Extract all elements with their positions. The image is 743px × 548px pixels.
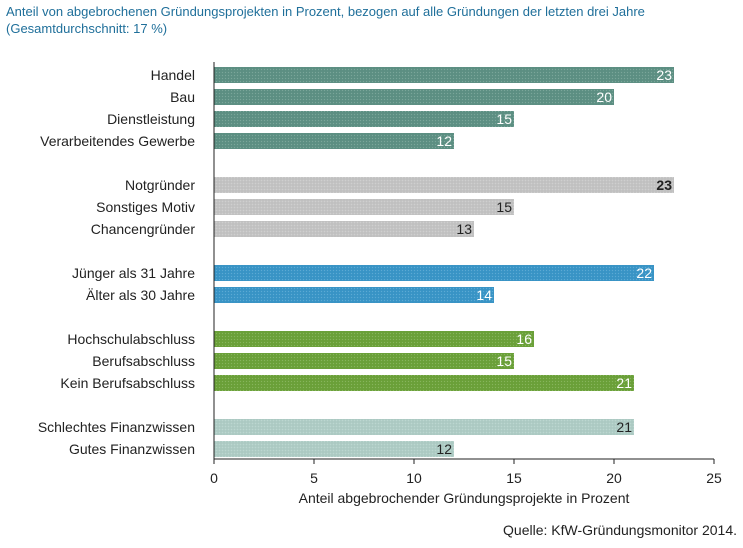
category-label: Chancengründer <box>91 221 196 237</box>
x-tick-label: 25 <box>706 470 722 486</box>
value-label: 12 <box>436 133 452 149</box>
category-label: Jünger als 31 Jahre <box>72 265 195 281</box>
value-label: 20 <box>596 89 612 105</box>
category-label: Älter als 30 Jahre <box>86 287 195 303</box>
value-label: 23 <box>656 67 672 83</box>
value-label: 15 <box>496 353 512 369</box>
value-label: 23 <box>656 177 672 193</box>
bar-texture <box>214 67 674 83</box>
value-label: 16 <box>516 331 532 347</box>
value-label: 15 <box>496 199 512 215</box>
category-label: Notgründer <box>125 177 195 193</box>
x-tick-label: 5 <box>310 470 318 486</box>
bar-texture <box>214 221 474 237</box>
category-label: Sonstiges Motiv <box>96 199 195 215</box>
bar-texture <box>214 89 614 105</box>
bar-texture <box>214 177 674 193</box>
bars-layer: Handel 23 Bau 20 Dienstleistung 15 Verarbeiten… <box>38 67 674 457</box>
category-label: Dienstleistung <box>107 111 195 127</box>
value-label: 22 <box>636 265 652 281</box>
category-label: Kein Berufsabschluss <box>60 375 195 391</box>
bar-texture <box>214 199 514 215</box>
bar-texture <box>214 375 634 391</box>
bar-texture <box>214 419 634 435</box>
bar-texture <box>214 265 654 281</box>
value-label: 12 <box>436 441 452 457</box>
category-label: Handel <box>151 67 195 83</box>
category-label: Berufsabschluss <box>92 353 195 369</box>
x-tick-label: 20 <box>606 470 622 486</box>
value-label: 14 <box>476 287 492 303</box>
value-label: 15 <box>496 111 512 127</box>
value-label: 21 <box>616 419 632 435</box>
category-label: Schlechtes Finanzwissen <box>38 419 195 435</box>
bar-texture <box>214 133 454 149</box>
value-label: 21 <box>616 375 632 391</box>
category-label: Hochschulabschluss <box>67 331 195 347</box>
bar-texture <box>214 331 534 347</box>
value-label: 13 <box>456 221 472 237</box>
source-note: Quelle: KfW-Gründungsmonitor 2014. <box>503 522 737 538</box>
category-label: Bau <box>170 89 195 105</box>
category-label: Verarbeitendes Gewerbe <box>40 133 195 149</box>
x-tick-label: 15 <box>506 470 522 486</box>
x-axis-label: Anteil abgebrochender Gründungsprojekte … <box>299 490 630 506</box>
chart-title: Anteil von abgebrochenen Gründungsprojek… <box>6 4 645 36</box>
x-tick-label: 0 <box>210 470 218 486</box>
bar-texture <box>214 287 494 303</box>
bar-texture <box>214 441 454 457</box>
x-tick-label: 10 <box>406 470 422 486</box>
x-axis: 0 5 10 15 20 25 <box>210 62 722 486</box>
bar-texture <box>214 353 514 369</box>
category-label: Gutes Finanzwissen <box>69 441 195 457</box>
bar-texture <box>214 111 514 127</box>
